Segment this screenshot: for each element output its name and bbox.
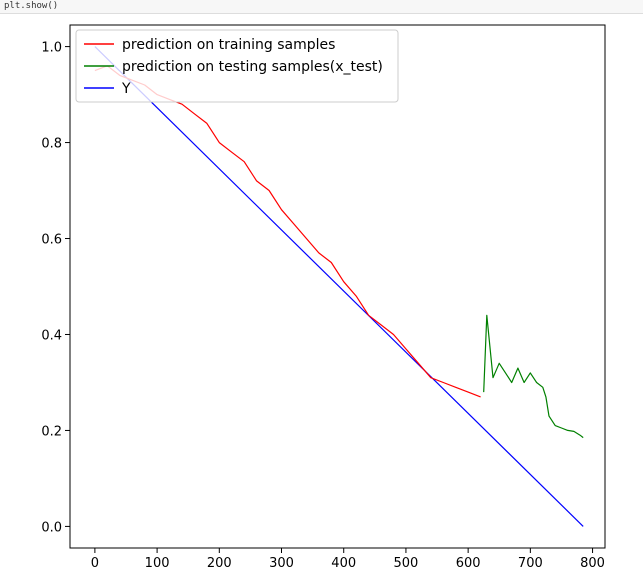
y-axis: 0.0 0.2 0.4 0.6 0.8 1.0 [41, 41, 70, 535]
x-tick-label: 300 [269, 556, 294, 571]
x-tick-label: 0 [91, 556, 99, 571]
x-tick-label: 800 [580, 556, 605, 571]
series-line-1 [483, 314, 584, 439]
x-tick-label: 200 [207, 556, 232, 571]
y-tick-label: 0.0 [41, 520, 62, 535]
legend-label: prediction on training samples [122, 37, 335, 53]
x-tick-label: 600 [456, 556, 481, 571]
legend-label: Y [121, 81, 131, 97]
x-tick-label: 500 [394, 556, 419, 571]
series-line-2 [94, 46, 584, 527]
y-tick-label: 0.4 [41, 328, 62, 343]
x-tick-label: 400 [331, 556, 356, 571]
y-tick-label: 0.6 [41, 233, 62, 248]
legend-box [75, 29, 399, 103]
legend-label: prediction on testing samples(x_test) [122, 59, 383, 75]
notebook-code-cell: plt.show() [0, 0, 643, 14]
y-tick-label: 1.0 [41, 41, 62, 56]
code-line: plt.show() [4, 1, 59, 11]
y-tick-label: 0.2 [41, 424, 62, 439]
x-tick-label: 700 [518, 556, 543, 571]
x-axis: 0 100 200 300 400 500 600 700 800 [91, 548, 605, 571]
legend: prediction on training samples prediction… [75, 29, 399, 103]
y-tick-label: 0.8 [41, 137, 62, 152]
x-tick-label: 100 [145, 556, 170, 571]
